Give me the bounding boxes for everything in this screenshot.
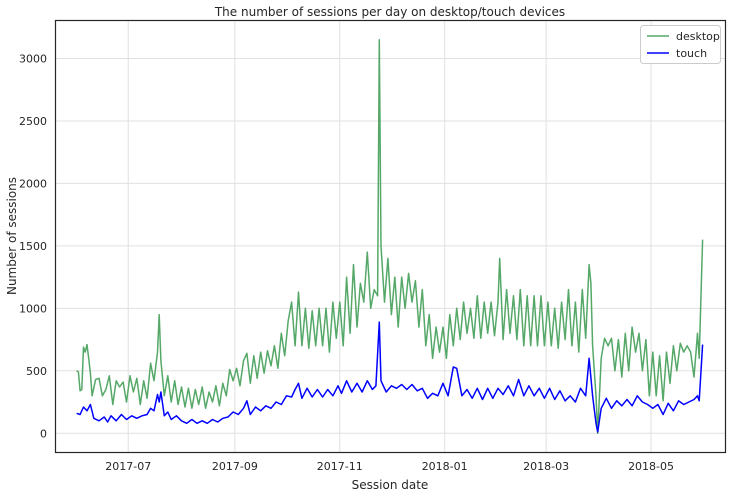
y-tick-label: 3000 — [19, 52, 47, 65]
legend-label-touch: touch — [676, 47, 707, 60]
x-tick-label: 2018-01 — [422, 460, 468, 473]
series-line-touch — [76, 321, 704, 433]
x-tick-label: 2017-07 — [105, 460, 151, 473]
x-axis-label: Session date — [352, 478, 429, 492]
plot-frame — [54, 19, 727, 454]
legend: desktop touch — [640, 25, 721, 64]
legend-label-desktop: desktop — [676, 30, 720, 43]
legend-box — [640, 25, 721, 64]
chart-title: The number of sessions per day on deskto… — [214, 5, 565, 19]
series-lines — [76, 38, 704, 435]
series-line-desktop — [76, 38, 704, 435]
y-tick-label: 500 — [26, 365, 47, 378]
y-tick-label: 2500 — [19, 115, 47, 128]
y-axis-ticks: 0 500 1000 1500 2000 2500 3000 — [19, 52, 47, 440]
y-axis-label: Number of sessions — [5, 177, 19, 295]
x-tick-label: 2017-09 — [212, 460, 258, 473]
x-tick-label: 2017-11 — [317, 460, 363, 473]
y-tick-label: 1000 — [19, 302, 47, 315]
y-tick-label: 0 — [40, 427, 47, 440]
y-tick-label: 2000 — [19, 177, 47, 190]
x-tick-label: 2018-05 — [628, 460, 674, 473]
x-tick-label: 2018-03 — [523, 460, 569, 473]
x-axis-ticks: 2017-07 2017-09 2017-11 2018-01 2018-03 2018-… — [105, 460, 674, 473]
y-tick-label: 1500 — [19, 240, 47, 253]
